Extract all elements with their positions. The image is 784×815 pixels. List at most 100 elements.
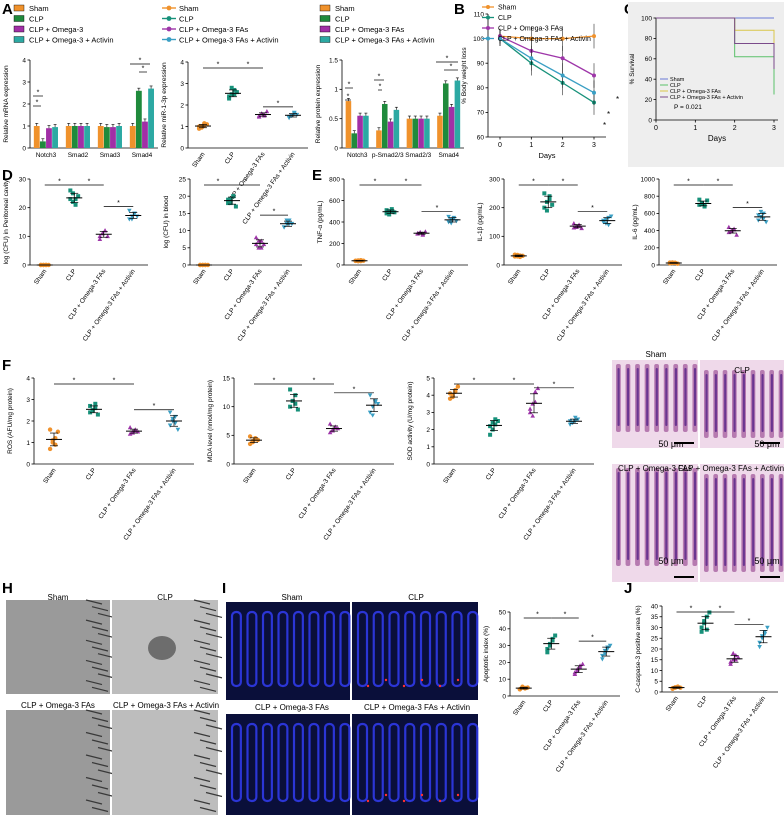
x-tick-label: CLP bbox=[694, 268, 707, 282]
positive-cell bbox=[456, 793, 460, 797]
sig-star: * bbox=[562, 179, 565, 186]
data-point bbox=[167, 423, 173, 428]
y-tick-label: 0 bbox=[654, 689, 658, 696]
y-tick-label: 30 bbox=[499, 643, 507, 650]
panel-letter-j: J bbox=[624, 580, 633, 597]
y-axis-title: Relative miR-1-3p expression bbox=[161, 62, 168, 148]
data-point bbox=[167, 410, 173, 415]
y-tick-label: 0 bbox=[182, 262, 186, 269]
x-tick-label: CLP + Omega-3 FAs + Activin bbox=[711, 268, 766, 343]
microvilli bbox=[193, 679, 211, 686]
microvilli bbox=[193, 659, 211, 666]
data-point bbox=[127, 425, 133, 430]
bar bbox=[363, 115, 369, 148]
legend-swatch bbox=[13, 4, 25, 12]
y-tick-label: 0 bbox=[651, 262, 655, 269]
crypt-outline bbox=[308, 722, 320, 803]
y-tick-label: 110 bbox=[474, 11, 485, 18]
y-tick-label: 600 bbox=[329, 198, 340, 205]
data-point bbox=[68, 197, 73, 202]
data-point bbox=[93, 406, 98, 411]
y-tick-label: 20 bbox=[645, 97, 653, 104]
data-point bbox=[127, 208, 132, 213]
sig-star: * bbox=[532, 179, 535, 186]
data-point bbox=[375, 402, 381, 407]
microvilli bbox=[205, 673, 223, 679]
y-tick-label: 2 bbox=[26, 418, 30, 425]
sig-star: * bbox=[113, 378, 116, 385]
data-point bbox=[707, 610, 712, 615]
villus-core bbox=[627, 368, 630, 426]
legend-label: CLP bbox=[498, 15, 512, 22]
data-point bbox=[553, 633, 558, 638]
sig-star: * bbox=[405, 179, 408, 186]
bar bbox=[148, 88, 154, 148]
chart-d1-cfu-peritoneal: 0 10 20 30 log (CFU) in Peritoneal cavity Sha… bbox=[3, 176, 148, 343]
y-tick-label: 40 bbox=[499, 626, 507, 633]
x-axis-title: Days bbox=[708, 134, 726, 143]
y-tick-label: 10 bbox=[499, 677, 507, 684]
data-point bbox=[606, 223, 611, 228]
data-point bbox=[608, 214, 614, 219]
data-point bbox=[527, 406, 533, 411]
scale-bar bbox=[674, 576, 694, 578]
sig-star: * bbox=[591, 635, 594, 642]
sig-star: * bbox=[142, 66, 145, 73]
sig-star: * bbox=[117, 200, 120, 207]
data-point bbox=[229, 92, 234, 97]
villus-core bbox=[646, 368, 649, 426]
microvilli bbox=[85, 659, 103, 666]
villus-core bbox=[770, 374, 773, 432]
legend-marker bbox=[166, 26, 172, 32]
sig-star: * bbox=[446, 56, 449, 63]
legend-label: CLP + Omega-3 FAs bbox=[179, 25, 249, 34]
data-point bbox=[592, 90, 596, 95]
data-point bbox=[571, 221, 577, 226]
bar bbox=[110, 127, 116, 148]
bar bbox=[97, 126, 104, 148]
data-point bbox=[97, 236, 103, 241]
y-axis-title: TNF-α (pg/mL) bbox=[317, 201, 324, 244]
legend-label: CLP + Omega-3 FAs bbox=[335, 25, 405, 34]
data-point bbox=[490, 427, 495, 432]
sig-star: * bbox=[37, 90, 40, 97]
microvilli bbox=[97, 653, 115, 659]
microvilli bbox=[91, 806, 109, 813]
y-tick-label: 1 bbox=[334, 87, 338, 94]
x-tick-label: CLP + Omega-3 FAs + Activin bbox=[555, 699, 610, 774]
data-point bbox=[446, 214, 451, 220]
y-tick-label: 0 bbox=[426, 461, 430, 468]
data-point bbox=[261, 241, 267, 247]
crypt-outline bbox=[451, 610, 463, 688]
legend-swatch bbox=[13, 15, 25, 22]
crypt-outline bbox=[246, 610, 258, 688]
y-tick-label: 1 bbox=[426, 444, 430, 451]
bar bbox=[71, 126, 78, 148]
y-tick-label: 10 bbox=[179, 228, 187, 235]
villus-core bbox=[714, 374, 717, 432]
data-point bbox=[550, 636, 555, 641]
crypt-outline bbox=[451, 722, 463, 803]
microvilli bbox=[85, 639, 103, 645]
microvilli bbox=[199, 626, 217, 632]
villus-core bbox=[693, 472, 697, 560]
x-tick-label: 0 bbox=[498, 142, 502, 149]
data-point bbox=[607, 643, 613, 648]
y-axis-title: ROS (AFU/mg protein) bbox=[7, 388, 14, 454]
data-point bbox=[227, 96, 232, 101]
y-tick-label: 4 bbox=[22, 57, 26, 64]
y-tick-label: 300 bbox=[489, 176, 500, 183]
legend-swatch bbox=[13, 36, 25, 43]
microvilli bbox=[91, 606, 109, 612]
x-tick-label: Sham bbox=[192, 268, 207, 286]
crypt-outline bbox=[246, 722, 258, 803]
y-tick-label: 3 bbox=[180, 81, 184, 88]
sig-star: * bbox=[719, 606, 722, 613]
sig-star: * bbox=[374, 179, 377, 186]
y-tick-label: 0 bbox=[22, 262, 26, 269]
villus-core bbox=[761, 374, 764, 432]
villus-core bbox=[714, 478, 717, 566]
